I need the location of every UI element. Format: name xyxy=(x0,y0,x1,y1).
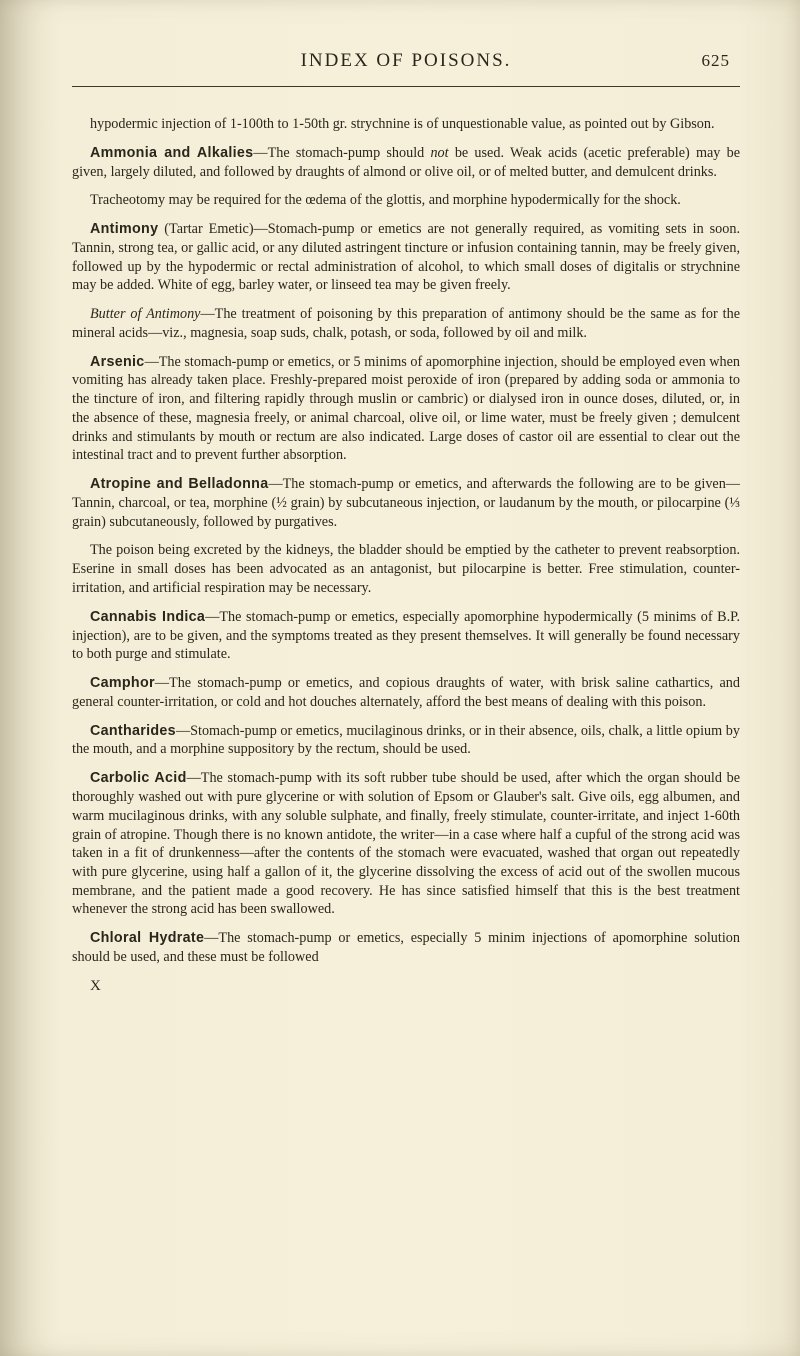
entry-head: Atropine and Belladonna xyxy=(90,476,268,492)
entry-paragraph: The poison being excreted by the kidneys… xyxy=(72,541,740,597)
entry-text: (Tartar Emetic)—Stomach-pump or emetics … xyxy=(72,221,740,293)
entry-head: Carbolic Acid xyxy=(90,770,187,786)
entry-text: —The stomach-pump or emetics, or 5 minim… xyxy=(72,354,740,464)
signature-mark: X xyxy=(72,977,740,997)
entry-head: Antimony xyxy=(90,221,158,237)
entry-paragraph: Cantharides—Stomach-pump or emetics, muc… xyxy=(72,722,740,760)
entry-paragraph: Butter of Antimony—The treatment of pois… xyxy=(72,305,740,342)
document-page: INDEX OF POISONS. 625 hypodermic injecti… xyxy=(0,0,800,1356)
page-number: 625 xyxy=(690,51,730,71)
entry-paragraph: Camphor—The stomach-pump or emetics, and… xyxy=(72,674,740,712)
page-header: INDEX OF POISONS. 625 xyxy=(72,50,740,80)
entry-head: Chloral Hydrate xyxy=(90,930,204,946)
entry-paragraph: Carbolic Acid—The stomach-pump with its … xyxy=(72,769,740,919)
header-rule xyxy=(72,86,740,87)
entry-head: Camphor xyxy=(90,675,155,691)
running-title: INDEX OF POISONS. xyxy=(122,50,690,72)
entry-paragraph: Atropine and Belladonna—The stomach-pump… xyxy=(72,475,740,531)
entry-head: Ammonia and Alkalies xyxy=(90,145,253,161)
entry-paragraph: Chloral Hydrate—The stomach-pump or emet… xyxy=(72,929,740,967)
entry-head: Cannabis Indica xyxy=(90,609,205,625)
entry-paragraph: Arsenic—The stomach-pump or emetics, or … xyxy=(72,353,740,466)
entry-text: —The stomach-pump or emetics, and copiou… xyxy=(72,675,740,710)
entry-paragraph: Ammonia and Alkalies—The stomach-pump sh… xyxy=(72,144,740,182)
entry-head: Cantharides xyxy=(90,723,176,739)
entries-container: Ammonia and Alkalies—The stomach-pump sh… xyxy=(72,144,740,967)
intro-paragraph: hypodermic injection of 1-100th to 1-50t… xyxy=(72,115,740,134)
entry-paragraph: Tracheotomy may be required for the œdem… xyxy=(72,191,740,210)
entry-head: Arsenic xyxy=(90,354,145,370)
entry-text: —The stomach-pump with its soft rubber t… xyxy=(72,770,740,917)
entry-paragraph: Cannabis Indica—The stomach-pump or emet… xyxy=(72,608,740,664)
body-text: hypodermic injection of 1-100th to 1-50t… xyxy=(72,115,740,997)
entry-paragraph: Antimony (Tartar Emetic)—Stomach-pump or… xyxy=(72,220,740,295)
